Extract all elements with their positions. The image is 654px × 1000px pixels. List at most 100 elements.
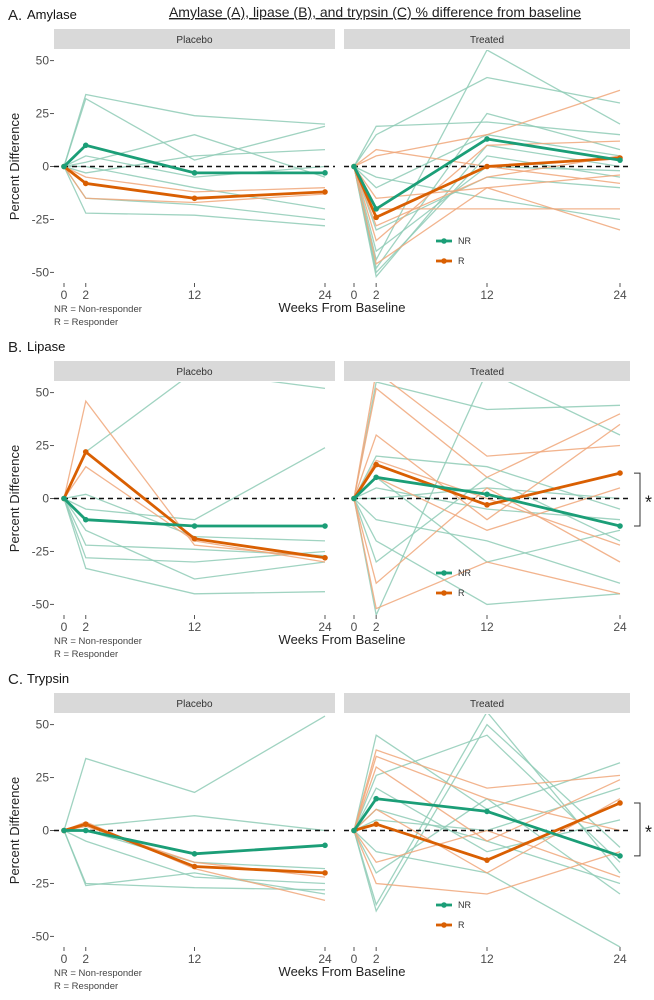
panel-name: Amylase xyxy=(27,7,77,22)
mean-line-nr xyxy=(352,797,621,858)
individual-line-nr xyxy=(63,498,326,557)
footnote-nr: NR = Non-responder xyxy=(54,968,142,979)
facet-strip xyxy=(54,29,335,49)
x-tick-label: 2 xyxy=(82,952,89,966)
mean-line-r xyxy=(63,822,326,875)
mean-point-nr xyxy=(322,842,328,849)
mean-point-r xyxy=(191,863,198,870)
legend-label-nr: NR xyxy=(458,900,471,910)
y-tick-label: -25 xyxy=(32,544,50,558)
y-tick-label: -50 xyxy=(32,597,50,611)
mean-point-r xyxy=(191,535,198,542)
significance-bracket xyxy=(634,802,641,857)
individual-line-r xyxy=(353,148,621,185)
facet-treated: Treated 0 2 12 24 NR R xyxy=(344,29,630,302)
individual-line-nr xyxy=(63,715,326,831)
individual-line-r xyxy=(353,89,621,168)
x-axis-title: Weeks From Baseline xyxy=(279,632,406,647)
mean-point-r xyxy=(373,821,379,827)
panel-letter: C. xyxy=(8,671,23,688)
x-tick-label: 24 xyxy=(613,620,627,634)
individual-line-r xyxy=(353,749,621,831)
footnote-r: R = Responder xyxy=(54,981,118,992)
mean-point-nr xyxy=(322,170,328,176)
x-tick-label: 0 xyxy=(351,620,358,634)
mean-line-nr xyxy=(63,143,325,175)
x-tick-label: 24 xyxy=(318,288,332,302)
legend-label-nr: NR xyxy=(458,236,471,246)
mean-point-nr xyxy=(322,523,328,529)
individual-line-nr xyxy=(353,166,621,231)
legend-marker-nr xyxy=(441,570,447,576)
individual-line-r xyxy=(353,487,621,585)
legend-label-r: R xyxy=(458,588,465,598)
mean-point-r xyxy=(484,857,490,863)
mean-line-r xyxy=(62,449,326,560)
individual-line-r xyxy=(353,423,621,521)
y-tick-label: 25 xyxy=(36,771,50,785)
footnote-nr: NR = Non-responder xyxy=(54,636,142,647)
individual-line-nr xyxy=(353,134,621,189)
mean-point-r xyxy=(322,555,328,561)
individual-line-r xyxy=(63,165,326,193)
individual-series-group xyxy=(353,714,621,947)
figure-title: Amylase (A), lipase (B), and trypsin (C)… xyxy=(169,4,581,20)
facet-strip xyxy=(344,693,630,713)
y-tick-label: 25 xyxy=(36,107,50,121)
facet-strip-label: Placebo xyxy=(176,699,213,710)
panel-name: Lipase xyxy=(27,339,65,354)
y-tick-label: 50 xyxy=(36,386,50,400)
panel-trypsin: C. Trypsin Percent Difference -50 -25 0 25 50 Pl… xyxy=(7,671,652,992)
individual-line-nr xyxy=(353,498,621,606)
individual-line-r xyxy=(63,166,326,204)
footnote-r: R = Responder xyxy=(54,317,118,328)
x-tick-label: 24 xyxy=(318,620,332,634)
y-tick-label: 0 xyxy=(42,160,49,174)
x-tick-label: 12 xyxy=(188,952,202,966)
mean-point-nr xyxy=(61,163,67,170)
individual-line-nr xyxy=(353,714,621,907)
legend-label-r: R xyxy=(458,920,465,930)
facet-placebo: Placebo 0 2 12 24 xyxy=(54,693,335,966)
x-tick-label: 12 xyxy=(188,620,202,634)
individual-line-nr xyxy=(353,487,621,521)
mean-point-r xyxy=(82,449,89,455)
x-tick-label: 24 xyxy=(613,952,627,966)
facet-placebo: Placebo 0 2 12 24 xyxy=(54,361,335,634)
x-tick-label: 0 xyxy=(61,952,68,966)
facet-strip xyxy=(54,693,335,713)
legend-marker-nr xyxy=(441,238,447,244)
individual-line-nr xyxy=(353,144,621,279)
mean-point-nr xyxy=(61,827,67,834)
individual-line-r xyxy=(353,387,621,499)
x-tick-label: 0 xyxy=(351,288,358,302)
individual-line-r xyxy=(353,829,621,878)
significance-star: * xyxy=(645,822,652,842)
x-tick-label: 2 xyxy=(82,620,89,634)
mean-line-nr xyxy=(63,497,325,528)
mean-point-r xyxy=(82,180,89,187)
x-tick-label: 24 xyxy=(318,952,332,966)
mean-point-nr xyxy=(191,170,198,176)
x-tick-label: 12 xyxy=(480,288,494,302)
individual-line-r xyxy=(353,166,621,265)
mean-point-r xyxy=(617,470,623,476)
mean-point-r xyxy=(191,195,198,202)
mean-point-r xyxy=(322,189,328,195)
mean-line-nr xyxy=(352,137,621,211)
facet-strip xyxy=(344,361,630,381)
mean-line-nr xyxy=(353,475,621,528)
mean-point-nr xyxy=(351,827,357,834)
individual-line-nr xyxy=(63,498,326,580)
mean-point-r xyxy=(484,163,490,170)
mean-point-nr xyxy=(191,851,198,857)
footnote-nr: NR = Non-responder xyxy=(54,304,142,315)
mean-point-nr xyxy=(484,136,490,142)
facet-strip-label: Treated xyxy=(470,699,504,710)
individual-line-r xyxy=(353,755,621,832)
mean-point-nr xyxy=(191,523,198,529)
individual-line-nr xyxy=(353,723,621,913)
panel-letter: A. xyxy=(8,7,22,24)
mean-point-r xyxy=(373,214,379,221)
